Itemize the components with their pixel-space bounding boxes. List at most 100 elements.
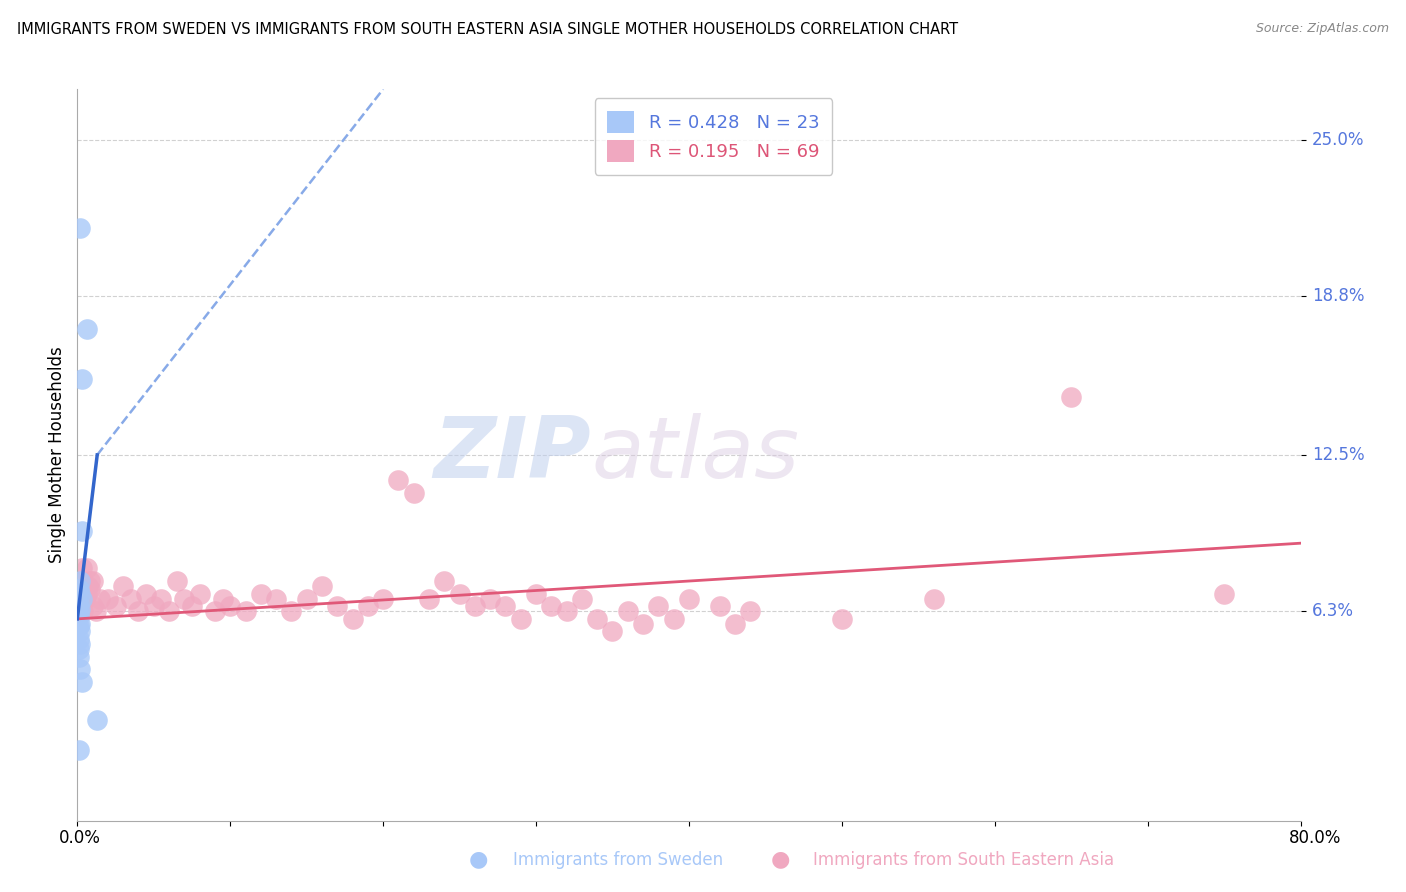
Point [922,591,945,606]
Text: 0.0%: 0.0% [59,829,101,847]
Point [173,591,195,606]
Legend: R = 0.428   N = 23, R = 0.195   N = 69: R = 0.428 N = 23, R = 0.195 N = 69 [595,98,832,175]
Point [402,485,425,500]
Point [571,591,593,606]
Point [188,587,211,601]
Point [678,591,700,606]
Point [70,674,93,689]
Point [73,591,96,606]
Point [150,591,173,606]
Point [86,713,108,727]
Text: Immigrants from South Eastern Asia: Immigrants from South Eastern Asia [813,851,1114,869]
Point [67,649,90,664]
Point [69,601,91,615]
Point [70,524,93,538]
Point [326,599,349,614]
Point [219,599,242,614]
Point [69,587,91,601]
Point [387,473,409,487]
Point [647,599,669,614]
Point [157,604,180,618]
Point [84,604,107,618]
Text: IMMIGRANTS FROM SWEDEN VS IMMIGRANTS FROM SOUTH EASTERN ASIA SINGLE MOTHER HOUSE: IMMIGRANTS FROM SWEDEN VS IMMIGRANTS FRO… [17,22,957,37]
Point [69,637,91,651]
Point [76,587,98,601]
Point [73,579,96,593]
Point [831,612,853,626]
Point [166,574,188,588]
Text: ●: ● [468,849,488,869]
Point [67,743,90,757]
Point [1060,390,1083,404]
Point [69,221,91,235]
Point [104,599,127,614]
Point [70,561,93,575]
Point [709,599,731,614]
Point [204,604,226,618]
Point [67,632,90,646]
Point [264,591,287,606]
Point [82,574,104,588]
Text: atlas: atlas [591,413,799,497]
Point [311,579,333,593]
Point [524,587,547,601]
Point [342,612,364,626]
Point [464,599,486,614]
Text: 6.3%: 6.3% [1312,602,1354,620]
Point [112,579,135,593]
Point [127,604,149,618]
Text: ZIP: ZIP [433,413,591,497]
Point [69,616,91,631]
Point [67,604,90,618]
Point [371,591,394,606]
Point [555,604,578,618]
Point [540,599,562,614]
Point [67,582,90,596]
Point [67,642,90,657]
Point [662,612,685,626]
Point [72,604,94,618]
Point [69,624,91,639]
Point [142,599,165,614]
Point [586,612,609,626]
Point [235,604,257,618]
Point [631,616,654,631]
Point [211,591,233,606]
Text: Source: ZipAtlas.com: Source: ZipAtlas.com [1256,22,1389,36]
Point [69,662,91,676]
Point [79,582,101,596]
Point [70,591,93,606]
Point [1213,587,1236,601]
Text: 80.0%: 80.0% [1288,829,1341,847]
Point [69,599,91,614]
Point [280,604,302,618]
Point [76,322,98,336]
Point [76,561,98,575]
Point [495,599,517,614]
Point [67,597,90,611]
Point [70,372,93,386]
Point [740,604,762,618]
Point [250,587,273,601]
Point [617,604,640,618]
Point [70,587,93,601]
Point [433,574,456,588]
Point [135,587,157,601]
Point [97,591,120,606]
Point [449,587,471,601]
Point [602,624,624,639]
Text: Immigrants from Sweden: Immigrants from Sweden [513,851,723,869]
Point [724,616,747,631]
Text: 12.5%: 12.5% [1312,446,1364,464]
Text: ●: ● [770,849,790,869]
Y-axis label: Single Mother Households: Single Mother Households [48,347,66,563]
Point [479,591,502,606]
Point [120,591,142,606]
Point [72,574,94,588]
Point [67,609,90,624]
Point [357,599,380,614]
Point [69,574,91,588]
Point [89,591,111,606]
Point [295,591,318,606]
Point [77,579,100,593]
